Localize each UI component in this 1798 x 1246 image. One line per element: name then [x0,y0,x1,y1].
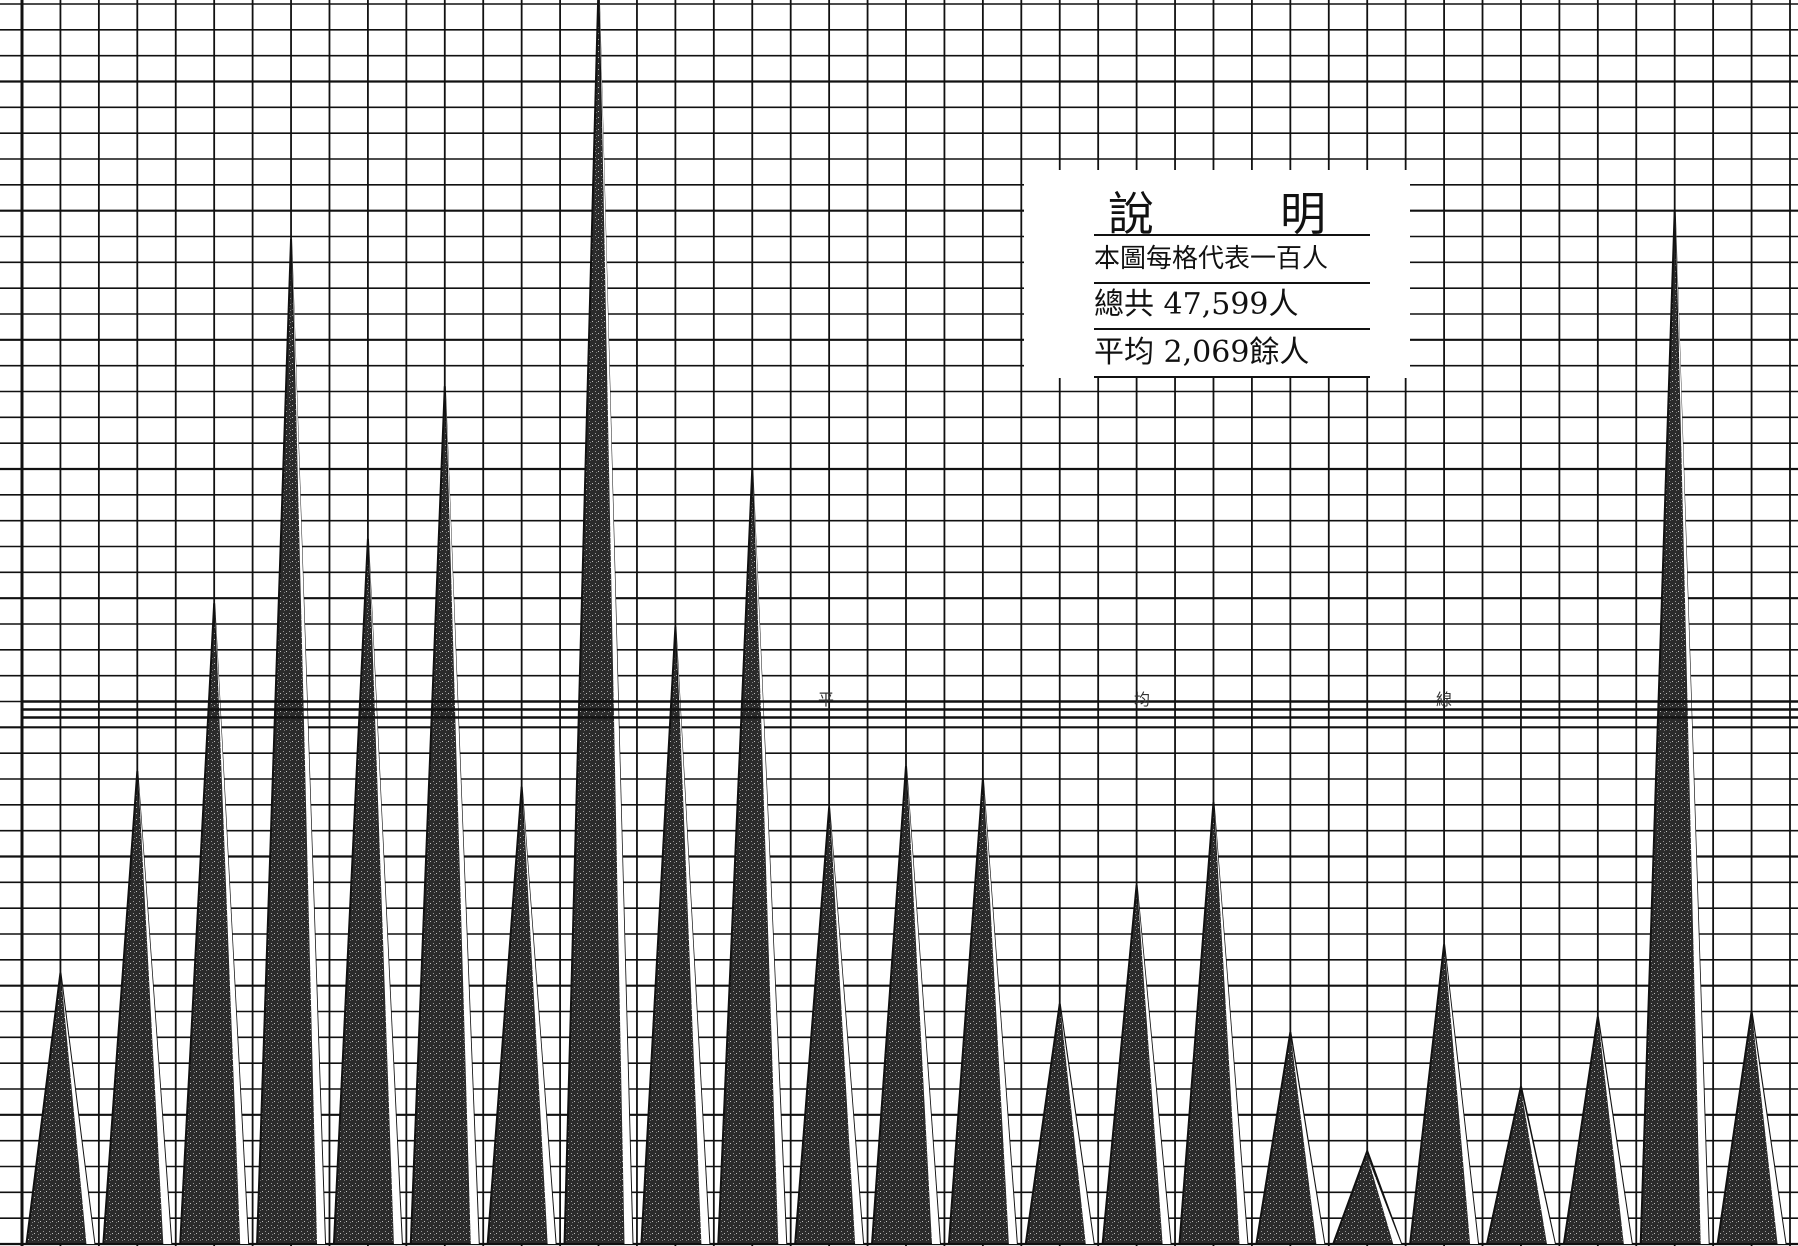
legend-title: 說 明 [1024,178,1410,241]
spike-body [1024,1003,1095,1245]
average-line-group [22,700,1798,719]
spike-bar [1331,1148,1403,1245]
spike-highlight [676,634,710,1244]
spike-bar [102,771,173,1245]
spike-bar [486,786,557,1245]
spike-bar [1716,1011,1787,1245]
spike-highlight [1752,1019,1786,1244]
spike-bar [947,778,1018,1245]
spike-highlight [138,779,172,1244]
legend-box: 說 明 本圖每格代表一百人 總共 47,599人 平均 2,069餘人 [1024,170,1410,378]
spike-bar [332,538,403,1245]
spike-body [1485,1086,1557,1245]
spike-bar [1255,1032,1326,1245]
spike-bar [409,386,480,1245]
spike-body [1255,1032,1326,1245]
spike-highlight [1675,218,1709,1245]
spike-highlight [907,774,940,1244]
average-line-label-3: 線 [1436,689,1453,709]
spike-bar [1562,1016,1633,1245]
spike-bar [1101,884,1172,1245]
spikes-group [25,0,1787,1245]
spike-highlight [445,394,479,1244]
spike-highlight [830,815,864,1244]
average-line-label-1: 平 [818,689,835,709]
spike-bar [25,972,96,1245]
spike-highlight [753,477,787,1244]
spike-highlight [1060,1011,1094,1244]
spike-body [25,972,96,1245]
legend-total: 總共 47,599人 [1094,282,1370,330]
spike-highlight [1291,1040,1325,1244]
spike-highlight [1521,1094,1555,1244]
spike-highlight [1445,952,1479,1244]
spike-bar [1024,1003,1095,1245]
spike-highlight [599,0,633,1244]
spike-highlight [1214,810,1248,1244]
spike-highlight [983,787,1017,1244]
spike-bar [179,603,250,1245]
spike-highlight [61,980,95,1244]
spike-bar [717,468,788,1245]
spike-body [1562,1016,1633,1245]
spike-bar [1408,944,1480,1245]
legend-average: 平均 2,069餘人 [1094,330,1370,378]
spike-bar [1639,210,1710,1245]
spike-highlight [1368,1159,1402,1244]
spike-highlight [292,247,326,1245]
spike-body [1331,1148,1403,1245]
spike-bar [640,626,711,1245]
spike-bar [563,0,634,1245]
spike-bar [794,807,865,1245]
spike-body [1716,1011,1787,1245]
legend-scale-note: 本圖每格代表一百人 [1094,234,1370,284]
spike-highlight [522,794,556,1244]
spike-highlight [1598,1024,1632,1244]
spike-highlight [1137,892,1171,1244]
legend-title-left: 說 [1108,187,1154,241]
average-line-label-2: 均 [1134,689,1151,709]
spike-bar [1485,1086,1557,1245]
legend-title-right: 明 [1280,187,1326,241]
spike-bar [870,766,942,1245]
spike-bar [1178,802,1249,1245]
spike-highlight [368,546,402,1244]
spike-highlight [215,611,249,1244]
spike-bar [256,239,327,1245]
